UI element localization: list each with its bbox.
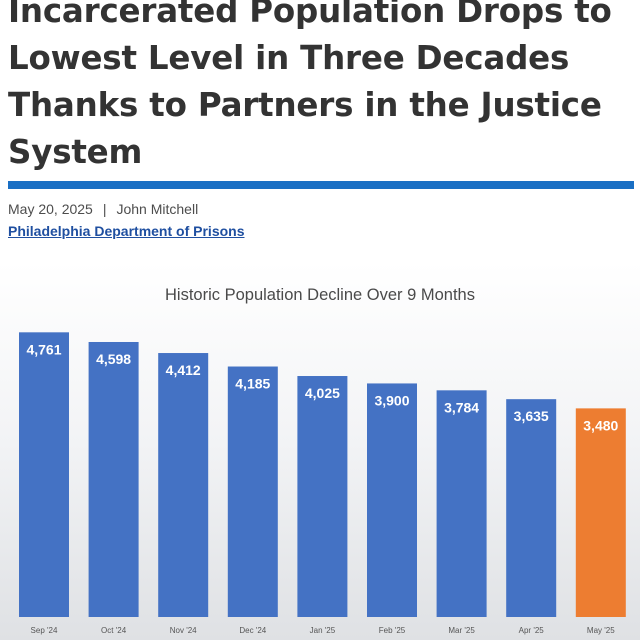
bar-value-label: 3,900 [374, 392, 409, 408]
bar-value-label: 4,761 [26, 341, 61, 357]
article-title: Incarcerated Population Drops to Lowest … [8, 0, 612, 171]
bar-value-label: 3,784 [444, 399, 479, 415]
byline-separator: | [102, 201, 107, 217]
x-tick-label: Nov '24 [170, 626, 197, 635]
x-tick-label: Sep '24 [31, 626, 58, 635]
x-tick-label: Apr '25 [519, 626, 545, 635]
x-tick-label: Dec '24 [239, 626, 266, 635]
x-tick-label: Oct '24 [101, 626, 127, 635]
x-tick-label: Mar '25 [448, 626, 475, 635]
publish-date: May 20, 2025 [8, 201, 93, 217]
x-tick-label: Jan '25 [310, 626, 336, 635]
author-name: John Mitchell [116, 201, 199, 217]
bar-7 [436, 390, 487, 617]
title-divider [8, 181, 634, 189]
bar-value-label: 4,025 [305, 385, 340, 401]
byline: May 20, 2025 | John Mitchell [8, 201, 198, 217]
x-tick-label: May '25 [587, 626, 615, 635]
chart-title: Historic Population Decline Over 9 Month… [165, 286, 475, 304]
bar-value-label: 4,598 [96, 351, 131, 367]
bar-4 [227, 366, 278, 617]
bar-value-label: 4,185 [235, 376, 270, 392]
chart-svg: Historic Population Decline Over 9 Month… [19, 286, 626, 635]
bar-chart: Historic Population Decline Over 9 Month… [0, 262, 640, 640]
bar-5 [297, 376, 348, 617]
x-tick-label: Feb '25 [379, 626, 406, 635]
bar-value-label: 4,412 [166, 362, 201, 378]
bar-1 [19, 332, 69, 617]
bar-value-label: 3,635 [514, 408, 549, 424]
bar-9 [575, 408, 626, 617]
bar-2 [88, 341, 139, 617]
bar-value-label: 3,480 [583, 417, 618, 433]
bar-8 [506, 399, 557, 617]
department-link[interactable]: Philadelphia Department of Prisons [8, 223, 245, 239]
bar-6 [367, 383, 417, 617]
bar-3 [158, 353, 209, 617]
